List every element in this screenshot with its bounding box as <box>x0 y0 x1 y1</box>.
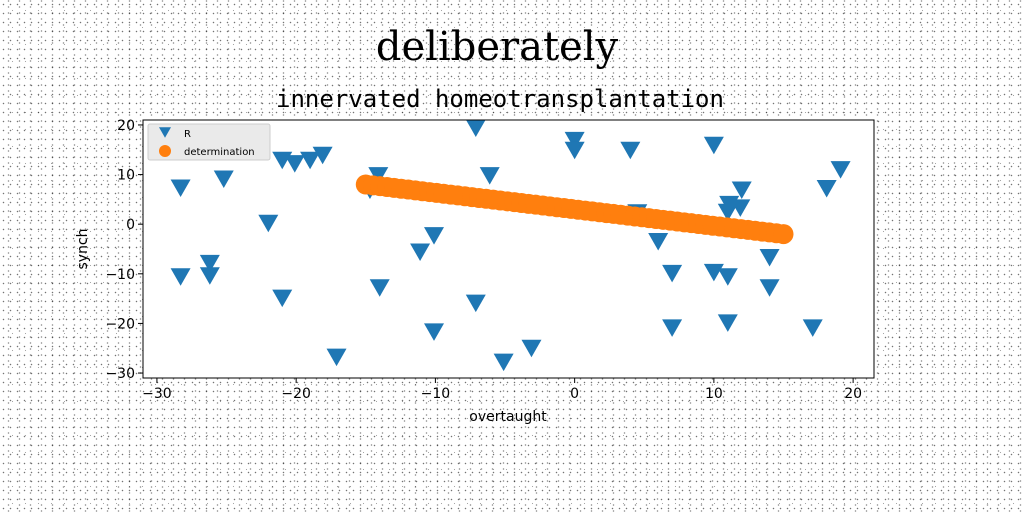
x-axis-label: overtaught <box>469 409 547 425</box>
y-tick-label: −10 <box>105 267 135 283</box>
y-tick-label: −30 <box>105 366 135 382</box>
plot-area <box>143 120 874 378</box>
data-point-r-10 <box>312 146 333 165</box>
legend-marker-determination <box>159 145 171 157</box>
data-point-r-3 <box>199 267 220 285</box>
plot-frame <box>142 119 875 379</box>
data-point-r-18 <box>465 119 486 137</box>
data-point-r-19 <box>465 294 486 313</box>
data-point-r-37 <box>731 181 752 199</box>
data-point-r-39 <box>759 279 780 297</box>
data-point-r-5 <box>258 214 279 233</box>
data-point-r-22 <box>521 339 542 358</box>
x-tick-label: 10 <box>705 386 723 402</box>
data-point-r-38 <box>759 248 780 267</box>
data-point-r-15 <box>410 243 431 261</box>
data-point-r-31 <box>703 263 724 282</box>
y-tick-label: 0 <box>126 217 135 233</box>
y-axis-label: synch <box>75 228 91 269</box>
data-point-r-33 <box>717 314 738 332</box>
data-point-r-8 <box>284 155 305 173</box>
axis-ticks: −30 −20 −10 0 10 20 −30 −20 −10 0 10 20 <box>105 118 862 402</box>
data-point-r-6 <box>272 289 293 308</box>
x-tick-label: −20 <box>281 386 311 402</box>
x-tick-label: −30 <box>142 386 172 402</box>
data-point-r-30 <box>703 136 724 155</box>
data-point-r-42 <box>830 161 851 179</box>
chart-subtitle: innervated homeotransplantation <box>276 85 724 113</box>
data-point-r-0 <box>170 179 191 197</box>
data-point-r-41 <box>816 179 837 198</box>
x-tick-label: 20 <box>844 386 862 402</box>
data-point-r-11 <box>326 348 347 367</box>
data-point-r-9 <box>300 151 321 170</box>
data-point-r-14 <box>369 279 390 297</box>
data-point-r-29 <box>662 319 683 337</box>
legend-box <box>147 123 271 161</box>
x-tick-label: 0 <box>570 386 579 402</box>
legend-label-r: R <box>184 129 191 140</box>
data-point-r-12 <box>368 167 389 185</box>
legend-marker-r <box>159 127 171 138</box>
data-point-r-20 <box>479 167 500 185</box>
data-point-r-36 <box>730 199 751 217</box>
data-point-r-4 <box>213 170 234 189</box>
data-marks <box>170 119 851 372</box>
data-point-r-23 <box>564 131 585 150</box>
x-tick-label: −10 <box>421 386 451 402</box>
data-point-r-25 <box>620 141 641 160</box>
data-point-r-16 <box>424 227 445 245</box>
y-tick-label: 10 <box>117 168 135 184</box>
data-point-r-17 <box>424 323 445 341</box>
legend-label-determination: determination <box>184 147 255 158</box>
data-point-r-27 <box>648 233 669 251</box>
data-point-r-21 <box>493 353 514 372</box>
data-point-r-28 <box>662 264 683 283</box>
data-point-r-34 <box>717 203 738 222</box>
data-point-r-24 <box>564 141 585 160</box>
data-point-r-2 <box>199 254 220 273</box>
chart-title: deliberately <box>376 24 619 70</box>
y-tick-label: −20 <box>105 316 135 332</box>
data-point-r-40 <box>802 319 823 337</box>
data-point-r-1 <box>170 268 191 286</box>
y-tick-label: 20 <box>117 118 135 134</box>
legend: R determination <box>147 123 271 161</box>
data-point-r-32 <box>717 268 738 286</box>
data-point-determination-59 <box>773 224 794 245</box>
